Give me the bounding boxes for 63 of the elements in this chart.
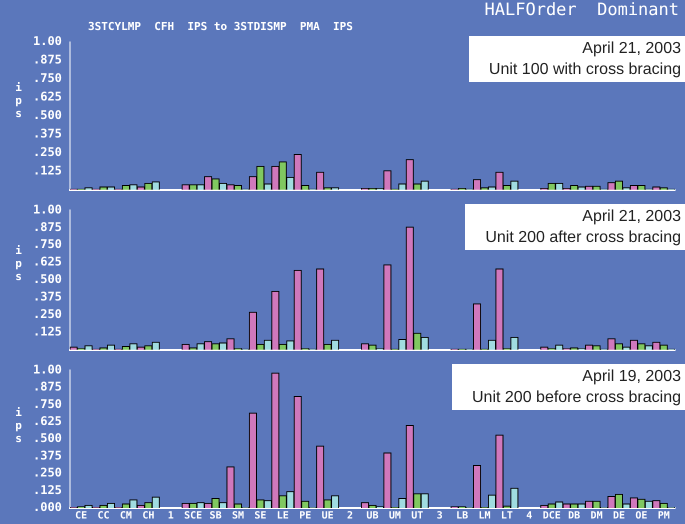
y-axis-title: ips [12, 81, 25, 120]
annotation: Unit 200 before cross bracing [472, 388, 681, 408]
x-tick-label: DM [590, 510, 603, 522]
x-tick-label: DCE [542, 510, 561, 522]
y-axis-title: ips [12, 244, 25, 283]
y-tick-label: .625 [32, 90, 62, 104]
x-tick-label: CH [142, 510, 154, 522]
x-tick-label: DE [612, 510, 625, 522]
x-tick-label: 2 [347, 510, 354, 522]
x-tick-label: SM [232, 510, 244, 522]
x-tick-label: 4 [526, 510, 532, 522]
x-tick-label: UM [388, 510, 401, 522]
x-tick-label: CE [75, 510, 88, 522]
x-tick-label: LT [500, 510, 513, 522]
x-tick-label: UB [366, 510, 378, 522]
x-tick-label: CM [120, 510, 132, 522]
y-tick-label: .250 [32, 466, 62, 480]
x-tick-label: LM [478, 510, 491, 522]
y-tick-label: .125 [32, 324, 62, 338]
x-tick-label: CC [97, 510, 110, 522]
y-tick-label: .875 [32, 52, 62, 67]
y-axis-title: ips [12, 406, 25, 445]
x-tick-label: UT [411, 510, 424, 522]
y-tick-label: .875 [32, 380, 62, 394]
x-tick-label: PE [299, 510, 312, 522]
y-tick-label: 1.00 [32, 362, 62, 376]
y-tick-label: .125 [32, 163, 62, 178]
y-tick-label: .375 [32, 290, 62, 304]
y-tick-label: .750 [32, 237, 62, 252]
y-tick-label: .375 [32, 448, 62, 462]
x-tick-label: PM [658, 510, 670, 522]
y-tick-label: .250 [32, 307, 62, 322]
x-tick-label: SCE [184, 510, 202, 522]
y-tick-label: .500 [32, 108, 62, 122]
y-tick-label: .625 [32, 414, 62, 428]
y-tick-label: .375 [32, 126, 62, 140]
x-tick-label: SE [254, 510, 266, 522]
y-tick-label: .750 [32, 71, 62, 86]
y-tick-label: 1.00 [32, 34, 62, 48]
y-tick-label: .000 [32, 500, 62, 514]
x-tick-label: LE [276, 510, 289, 522]
x-tick-label: OE [635, 510, 648, 522]
y-tick-label: .750 [32, 396, 62, 411]
annotation: April 21, 2003 [581, 207, 681, 227]
x-tick-label: DB [568, 510, 580, 522]
annotation: April 19, 2003 [581, 367, 681, 387]
y-tick-label: .500 [32, 431, 62, 446]
x-tick-label: UE [322, 510, 334, 522]
y-tick-label: .125 [32, 482, 62, 497]
chart-subtitle: 3STCYLMP CFH IPS to 3STDISMP PMA IPS [88, 20, 353, 33]
annotation: Unit 200 after cross bracing [485, 228, 681, 248]
y-tick-label: 1.00 [32, 202, 62, 216]
y-tick-label: .625 [32, 254, 62, 269]
x-tick-label: LB [456, 510, 468, 522]
y-tick-label: .500 [32, 272, 62, 286]
x-tick-label: 1 [168, 510, 174, 522]
annotation: Unit 100 with cross bracing [488, 60, 681, 80]
x-tick-label: 3 [436, 510, 443, 522]
y-tick-label: .875 [32, 220, 62, 234]
chart-title: HALFOrder Dominant [484, 0, 679, 20]
x-tick-label: SB [210, 510, 222, 522]
y-tick-label: .250 [32, 144, 62, 159]
annotation: April 21, 2003 [581, 39, 681, 59]
